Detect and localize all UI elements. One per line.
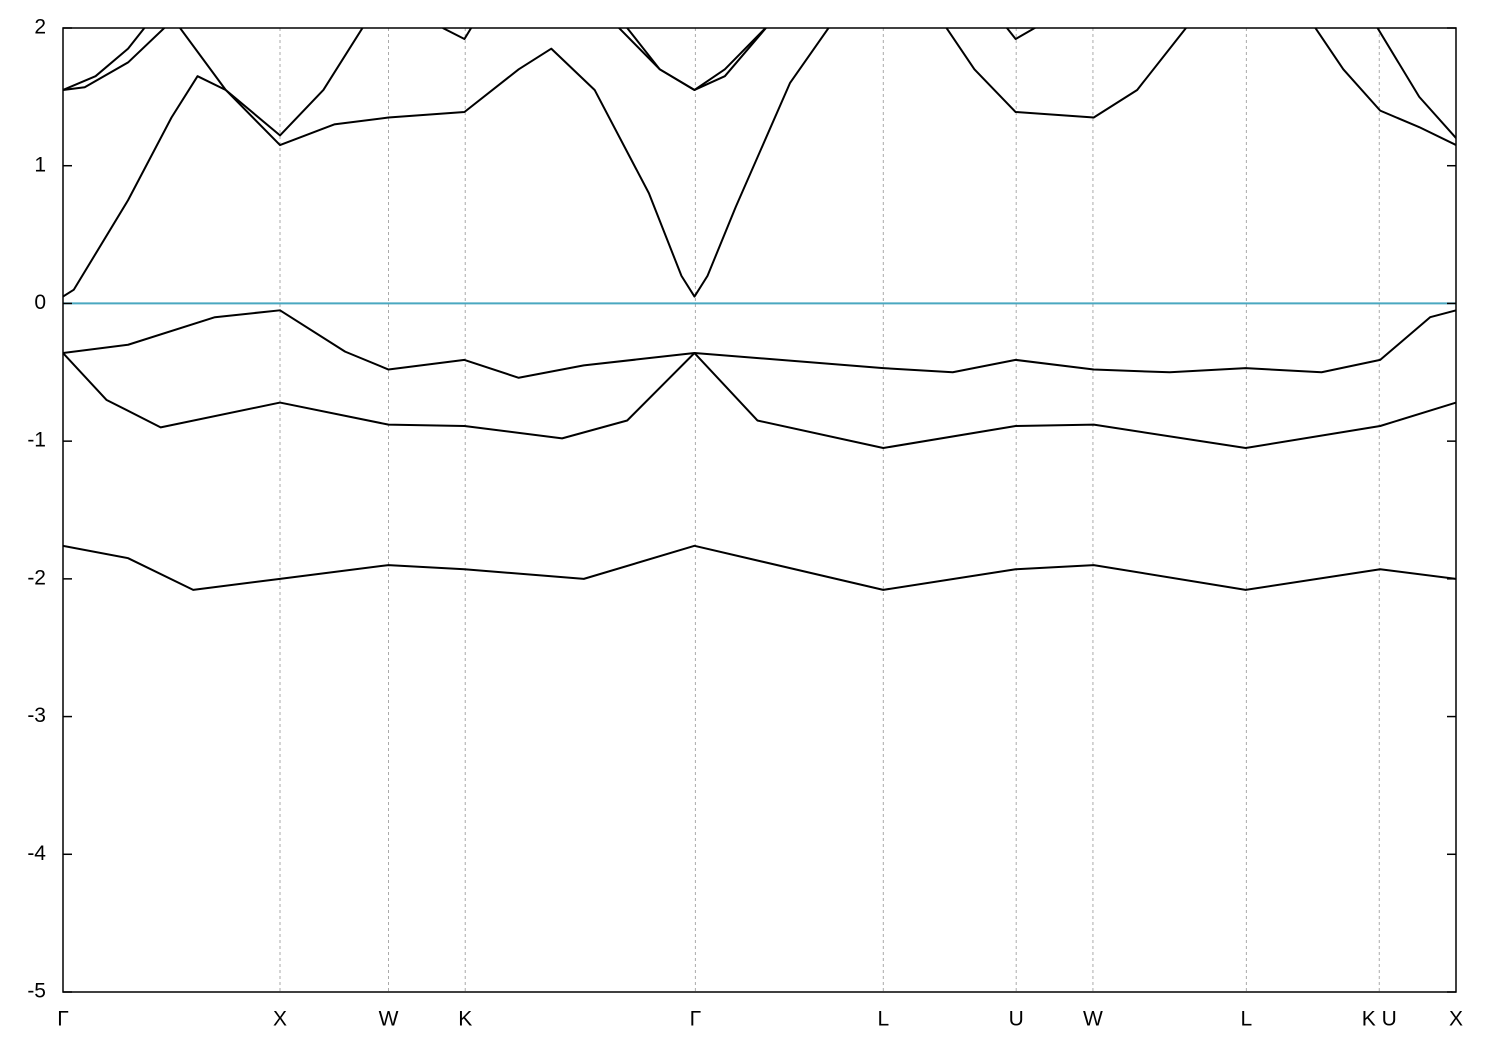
- y-tick-label: 1: [34, 153, 46, 176]
- x-tick-label: W: [379, 1008, 399, 1031]
- band-line: [63, 352, 1456, 450]
- band-line: [63, 28, 1456, 298]
- x-tick-label: L: [877, 1008, 889, 1031]
- x-tick-label: L: [1241, 1008, 1253, 1031]
- y-tick-label: -4: [27, 842, 46, 865]
- y-tick-label: 2: [34, 16, 46, 39]
- x-tick-label: X: [1449, 1008, 1463, 1031]
- labels: -5 -4 -3 -2 -1 0 1 2 Γ X W K Γ L U W L K U X: [27, 16, 1463, 1031]
- x-tick-label: K: [458, 1008, 472, 1031]
- x-tick-label: X: [273, 1008, 287, 1031]
- y-tick-label: -2: [27, 566, 46, 589]
- y-tick-label: -1: [27, 429, 46, 452]
- x-tick-label: Γ: [57, 1008, 69, 1031]
- band-line: [63, 544, 1456, 591]
- y-tick-label: -3: [27, 704, 46, 727]
- plot-area: [63, 28, 1456, 591]
- x-tick-label: Γ: [690, 1008, 702, 1031]
- y-tick-label: 0: [34, 291, 46, 314]
- grid: [62, 28, 1457, 992]
- band-line: [63, 309, 1456, 379]
- x-tick-label: W: [1083, 1008, 1103, 1031]
- y-tick-label: -5: [27, 980, 46, 1003]
- band-line: [63, 28, 1456, 139]
- x-tick-label: U: [1009, 1008, 1024, 1031]
- band-line: [63, 28, 768, 91]
- x-tick-label: K U: [1362, 1008, 1397, 1031]
- plot-frame: [62, 27, 1457, 993]
